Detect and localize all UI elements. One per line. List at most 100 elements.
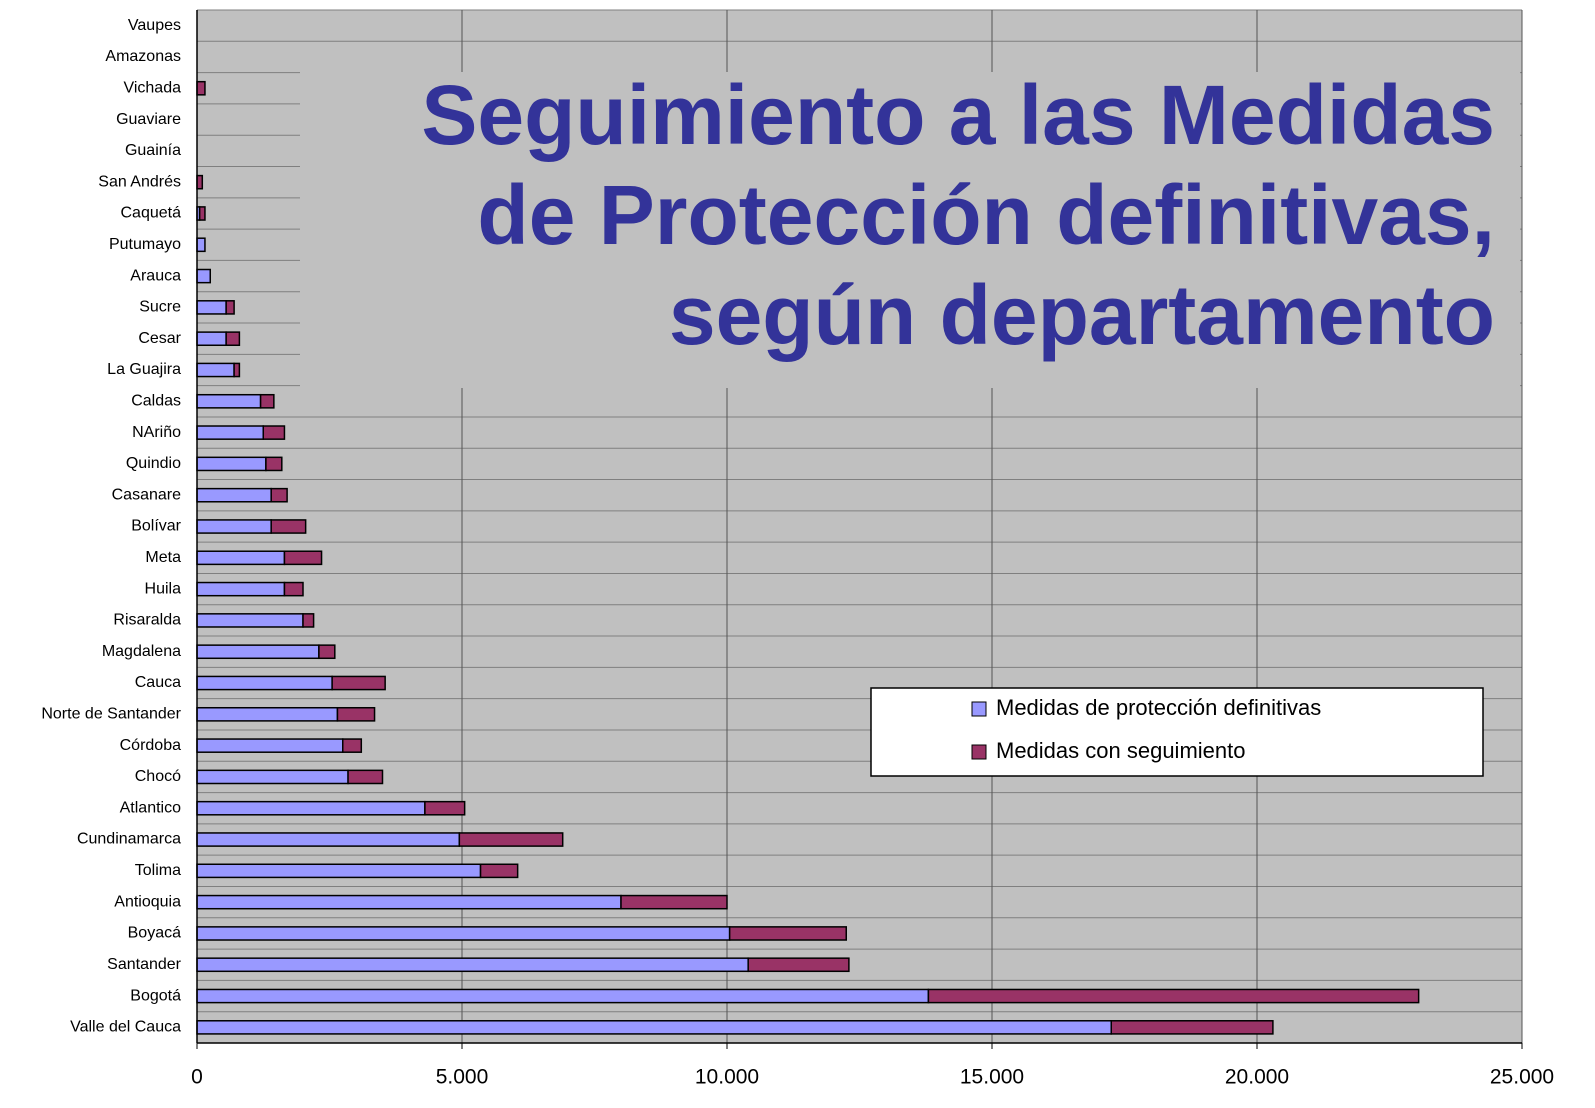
y-tick-label: NAriño xyxy=(132,424,181,441)
x-tick-label: 20.000 xyxy=(1225,1066,1289,1089)
bar-segment xyxy=(331,675,386,691)
bar-segment xyxy=(318,644,336,660)
y-tick-label: Cesar xyxy=(138,330,181,347)
bar-segment xyxy=(198,206,206,221)
y-tick-label: Meta xyxy=(145,549,181,566)
bar-segment xyxy=(196,237,206,253)
bar-segment xyxy=(728,926,848,941)
bar-segment xyxy=(196,519,272,534)
bar-segment xyxy=(424,800,466,816)
bar-segment xyxy=(196,1020,1112,1035)
y-tick-label: Magdalena xyxy=(102,643,181,660)
bar-segment xyxy=(620,894,728,910)
x-tick-label: 25.000 xyxy=(1490,1066,1554,1089)
bar-segment xyxy=(747,957,850,973)
y-tick-label: Caldas xyxy=(131,393,181,410)
y-tick-label: Antioquia xyxy=(114,893,181,910)
title-box xyxy=(300,72,1520,388)
bar-segment xyxy=(479,863,519,879)
bar-segment xyxy=(265,456,283,472)
bar-segment xyxy=(1110,1020,1274,1035)
y-tick-label: Atlantico xyxy=(120,799,181,816)
bar-segment xyxy=(225,300,235,315)
y-tick-label: Cundinamarca xyxy=(77,831,181,848)
y-tick-label: Casanare xyxy=(112,486,181,503)
bar-segment xyxy=(196,300,227,315)
bar-segment xyxy=(342,738,363,753)
bar-segment xyxy=(262,425,286,440)
bar-segment xyxy=(347,769,384,785)
bar-segment xyxy=(927,988,1420,1004)
bar-segment xyxy=(196,800,426,816)
bar-segment xyxy=(458,832,564,847)
bar-segment xyxy=(196,863,482,879)
legend-label: Medidas de protección definitivas xyxy=(996,695,1321,720)
y-tick-label: Guainía xyxy=(125,142,181,159)
bar-segment xyxy=(196,581,286,597)
y-tick-label: Boyacá xyxy=(128,925,181,942)
y-tick-label: Vichada xyxy=(123,79,181,96)
y-tick-label: Putumayo xyxy=(109,236,181,253)
bar-segment xyxy=(270,487,288,503)
y-tick-label: Risaralda xyxy=(113,612,181,629)
bar-segment xyxy=(196,832,461,847)
bar-segment xyxy=(196,675,333,691)
bar-segment xyxy=(225,331,241,347)
y-tick-label: Quindio xyxy=(126,455,181,472)
bar-segment xyxy=(196,393,262,409)
y-tick-label: Cauca xyxy=(135,674,181,691)
chart-title: Seguimiento a las Medidas xyxy=(421,68,1495,162)
y-tick-label: Chocó xyxy=(135,768,181,785)
bar-segment xyxy=(196,926,731,941)
bar-segment xyxy=(196,174,204,190)
y-tick-label: Arauca xyxy=(130,267,181,284)
bar-segment xyxy=(196,769,349,785)
bar-segment xyxy=(196,894,622,910)
legend-label: Medidas con seguimiento xyxy=(996,738,1245,763)
bar-segment xyxy=(196,738,344,753)
y-tick-label: Norte de Santander xyxy=(41,706,181,723)
x-tick-label: 10.000 xyxy=(695,1066,759,1089)
bar-segment xyxy=(270,519,307,534)
bar-segment xyxy=(336,706,376,722)
x-tick-label: 15.000 xyxy=(960,1066,1024,1089)
bar-segment xyxy=(196,268,211,284)
bar-segment xyxy=(196,425,264,440)
y-tick-label: Valle del Cauca xyxy=(70,1019,181,1036)
bar-segment xyxy=(283,581,304,597)
y-tick-label: Santander xyxy=(107,956,182,973)
y-tick-label: San Andrés xyxy=(98,173,181,190)
bar-segment xyxy=(196,988,930,1004)
chart-title: según departamento xyxy=(669,268,1495,362)
y-tick-label: Amazonas xyxy=(105,48,181,65)
bar-segment xyxy=(302,613,315,628)
bar-segment xyxy=(196,331,227,347)
legend-swatch xyxy=(971,701,987,717)
y-tick-label: Huila xyxy=(145,580,182,597)
chart-title: de Protección definitivas, xyxy=(477,168,1495,262)
x-tick-label: 0 xyxy=(191,1066,203,1089)
bar-segment xyxy=(196,456,267,472)
x-tick-label: 5.000 xyxy=(436,1066,489,1089)
bar-segment xyxy=(196,957,749,973)
y-tick-label: Caquetá xyxy=(121,205,182,222)
bar-segment xyxy=(196,706,339,722)
y-tick-label: La Guajira xyxy=(107,361,181,378)
bar-segment xyxy=(259,393,275,409)
bar-segment xyxy=(196,550,286,566)
bar-segment xyxy=(196,362,235,378)
y-tick-label: Sucre xyxy=(139,299,181,316)
y-tick-label: Bogotá xyxy=(130,987,181,1004)
y-tick-label: Tolima xyxy=(135,862,181,879)
bar-segment xyxy=(233,362,241,378)
y-tick-label: Vaupes xyxy=(128,17,181,34)
bar-segment xyxy=(196,613,304,628)
bar-segment xyxy=(196,80,206,96)
legend-swatch xyxy=(971,744,987,760)
bar-segment xyxy=(196,644,320,660)
y-tick-label: Guaviare xyxy=(116,111,181,128)
bar-segment xyxy=(283,550,323,566)
y-tick-label: Córdoba xyxy=(120,737,181,754)
y-tick-label: Bolívar xyxy=(131,518,181,535)
